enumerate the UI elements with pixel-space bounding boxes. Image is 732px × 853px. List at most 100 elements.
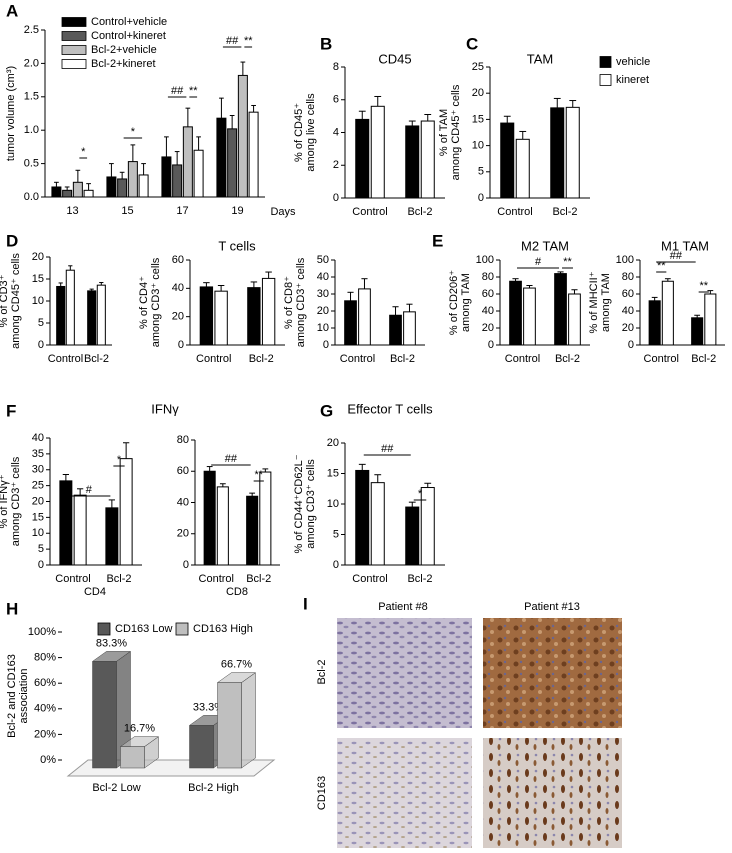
y-tick-label: 60 bbox=[177, 465, 189, 477]
chart-title: T cells bbox=[218, 238, 256, 253]
significance-label: ** bbox=[563, 256, 572, 268]
significance-label: # bbox=[86, 484, 93, 496]
legend-label: Control+kineret bbox=[91, 30, 166, 42]
bar bbox=[161, 156, 172, 198]
significance-label: ## bbox=[171, 85, 184, 97]
y-tick-label: 20 bbox=[482, 322, 494, 334]
x-tick-label: Bcl-2 bbox=[407, 573, 432, 585]
y-axis-label: % of CD206⁺ bbox=[448, 270, 460, 335]
y-tick-label: 80 bbox=[622, 271, 634, 283]
y-tick-label: 60% bbox=[34, 677, 56, 689]
panel-label: E bbox=[432, 231, 443, 250]
y-tick-label: 15 bbox=[472, 113, 484, 125]
x-tick-label: Control bbox=[199, 573, 234, 585]
x-tick-label: Control bbox=[352, 206, 387, 218]
bar bbox=[568, 293, 581, 346]
bar bbox=[370, 482, 385, 566]
y-tick-label: 20 bbox=[177, 528, 189, 540]
bar bbox=[420, 487, 435, 566]
micrograph bbox=[337, 738, 472, 848]
legend-label: Control+vehicle bbox=[91, 16, 167, 28]
bar bbox=[405, 125, 420, 199]
micrograph bbox=[483, 618, 622, 728]
significance-label: ## bbox=[225, 453, 238, 465]
legend-swatch bbox=[61, 45, 87, 55]
image-panel: I Patient #8 Patient #13 Bcl-2 CD163 bbox=[303, 594, 622, 848]
x-tick-label: 17 bbox=[176, 205, 188, 217]
bar bbox=[420, 120, 435, 199]
bar bbox=[106, 176, 117, 198]
x-tick-label: Bcl-2 bbox=[106, 573, 131, 585]
bar bbox=[358, 288, 371, 346]
y-tick-label: 15 bbox=[327, 467, 339, 479]
y-tick-label: 6 bbox=[333, 94, 339, 106]
legend-swatch bbox=[599, 74, 612, 86]
significance-label: ## bbox=[670, 250, 683, 262]
bar-3d bbox=[216, 672, 257, 769]
bar bbox=[237, 74, 248, 198]
y-tick-label: 8 bbox=[333, 61, 339, 73]
significance-label: * bbox=[81, 146, 86, 158]
y-axis-label: % of CD44⁺CD62L⁻ bbox=[293, 454, 305, 553]
x-tick-label: Control bbox=[352, 573, 387, 585]
x-tick-label: Bcl-2 High bbox=[188, 782, 239, 794]
bar bbox=[259, 471, 272, 566]
y-tick-label: 20% bbox=[34, 728, 56, 740]
y-tick-label: 40 bbox=[317, 271, 329, 283]
legend-swatch bbox=[61, 59, 87, 69]
bar bbox=[227, 128, 238, 198]
significance-label: ** bbox=[254, 469, 263, 481]
x-tick-label: Bcl-2 bbox=[407, 206, 432, 218]
y-axis-label: % of IFNγ⁺ bbox=[0, 474, 10, 528]
y-tick-label: 4 bbox=[333, 126, 339, 138]
x-tick-label: Control bbox=[644, 353, 679, 365]
y-tick-label: 0.5 bbox=[24, 158, 39, 170]
y-axis-label: association bbox=[18, 668, 30, 723]
y-axis-label: % of TAM bbox=[438, 109, 450, 156]
legend-swatch bbox=[61, 17, 87, 27]
x-tick-label: Control bbox=[55, 573, 90, 585]
y-tick-label: 0 bbox=[38, 339, 44, 351]
y-tick-label: 100 bbox=[616, 254, 634, 266]
chart-title: M2 TAM bbox=[521, 238, 569, 253]
y-tick-label: 2.5 bbox=[24, 24, 39, 36]
bar bbox=[87, 290, 97, 346]
y-tick-label: 2.0 bbox=[24, 57, 39, 69]
y-axis-label: among CD3⁺ cells bbox=[295, 257, 307, 347]
x-axis-label: Days bbox=[270, 206, 296, 218]
y-tick-label: 25 bbox=[32, 480, 44, 492]
bar bbox=[661, 280, 674, 346]
y-tick-label: 0% bbox=[40, 754, 56, 766]
y-tick-label: 0 bbox=[333, 559, 339, 571]
y-tick-label: 40 bbox=[172, 282, 184, 294]
bar bbox=[117, 178, 128, 198]
y-tick-label: 100% bbox=[28, 626, 56, 638]
y-tick-label: 5 bbox=[333, 528, 339, 540]
panel-label: B bbox=[320, 34, 332, 53]
significance-label: * bbox=[117, 454, 122, 466]
bar bbox=[193, 149, 204, 198]
y-tick-label: 30 bbox=[32, 464, 44, 476]
significance-label: * bbox=[418, 488, 423, 500]
y-tick-label: 0 bbox=[488, 339, 494, 351]
bar bbox=[500, 122, 515, 199]
y-axis-label: among TAM bbox=[460, 273, 472, 332]
x-tick-label: Bcl-2 Low bbox=[92, 782, 140, 794]
y-tick-label: 80 bbox=[177, 434, 189, 446]
y-tick-label: 60 bbox=[172, 254, 184, 266]
y-tick-label: 35 bbox=[32, 448, 44, 460]
y-tick-label: 10 bbox=[32, 527, 44, 539]
legend-label: Bcl-2+kineret bbox=[91, 58, 156, 70]
y-tick-label: 60 bbox=[622, 288, 634, 300]
panel-label: A bbox=[6, 1, 18, 20]
y-tick-label: 40 bbox=[482, 305, 494, 317]
significance-label: ## bbox=[226, 35, 239, 47]
x-tick-label: 15 bbox=[121, 205, 133, 217]
x-axis-label: CD8 bbox=[226, 586, 248, 598]
significance-label: ** bbox=[699, 280, 708, 292]
y-axis-label: % of CD4⁺ bbox=[138, 276, 150, 329]
chart-title: M1 TAM bbox=[661, 238, 709, 253]
y-tick-label: 80 bbox=[482, 271, 494, 283]
micrograph bbox=[337, 618, 472, 728]
y-axis-label: among live cells bbox=[305, 93, 317, 172]
